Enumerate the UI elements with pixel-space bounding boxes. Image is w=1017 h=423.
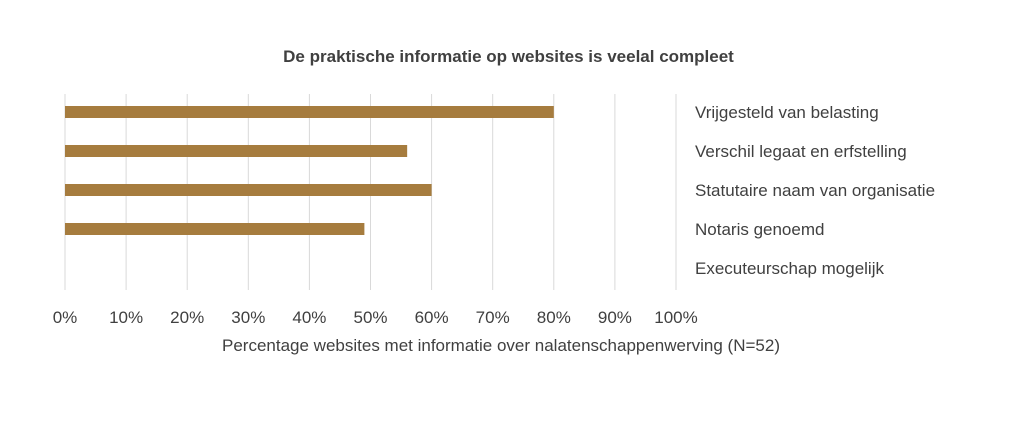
x-tick-label: 50% — [353, 308, 387, 327]
x-axis-title: Percentage websites met informatie over … — [222, 336, 780, 355]
category-label: Notaris genoemd — [695, 220, 824, 239]
x-tick-label: 20% — [170, 308, 204, 327]
x-tick-label: 90% — [598, 308, 632, 327]
x-tick-label: 10% — [109, 308, 143, 327]
category-label: Executeurschap mogelijk — [695, 259, 884, 278]
x-tick-labels: 0% 10% 20% 30% 40% 50% 60% 70% 80% 90% 100% — [53, 308, 698, 327]
x-tick-label: 0% — [53, 308, 78, 327]
x-tick-label: 60% — [415, 308, 449, 327]
bars — [65, 106, 554, 235]
bar — [65, 223, 365, 235]
x-tick-label: 80% — [537, 308, 571, 327]
category-label: Vrijgesteld van belasting — [695, 103, 879, 122]
x-tick-label: 100% — [654, 308, 697, 327]
bar — [65, 145, 408, 157]
chart-title: De praktische informatie op websites is … — [283, 47, 734, 66]
category-label: Statutaire naam van organisatie — [695, 181, 935, 200]
bar — [65, 106, 554, 118]
bar — [65, 184, 432, 196]
category-label: Verschil legaat en erfstelling — [695, 142, 907, 161]
x-tick-label: 40% — [292, 308, 326, 327]
category-labels: Vrijgesteld van belasting Verschil legaat… — [695, 103, 935, 278]
x-tick-label: 70% — [476, 308, 510, 327]
x-tick-label: 30% — [231, 308, 265, 327]
